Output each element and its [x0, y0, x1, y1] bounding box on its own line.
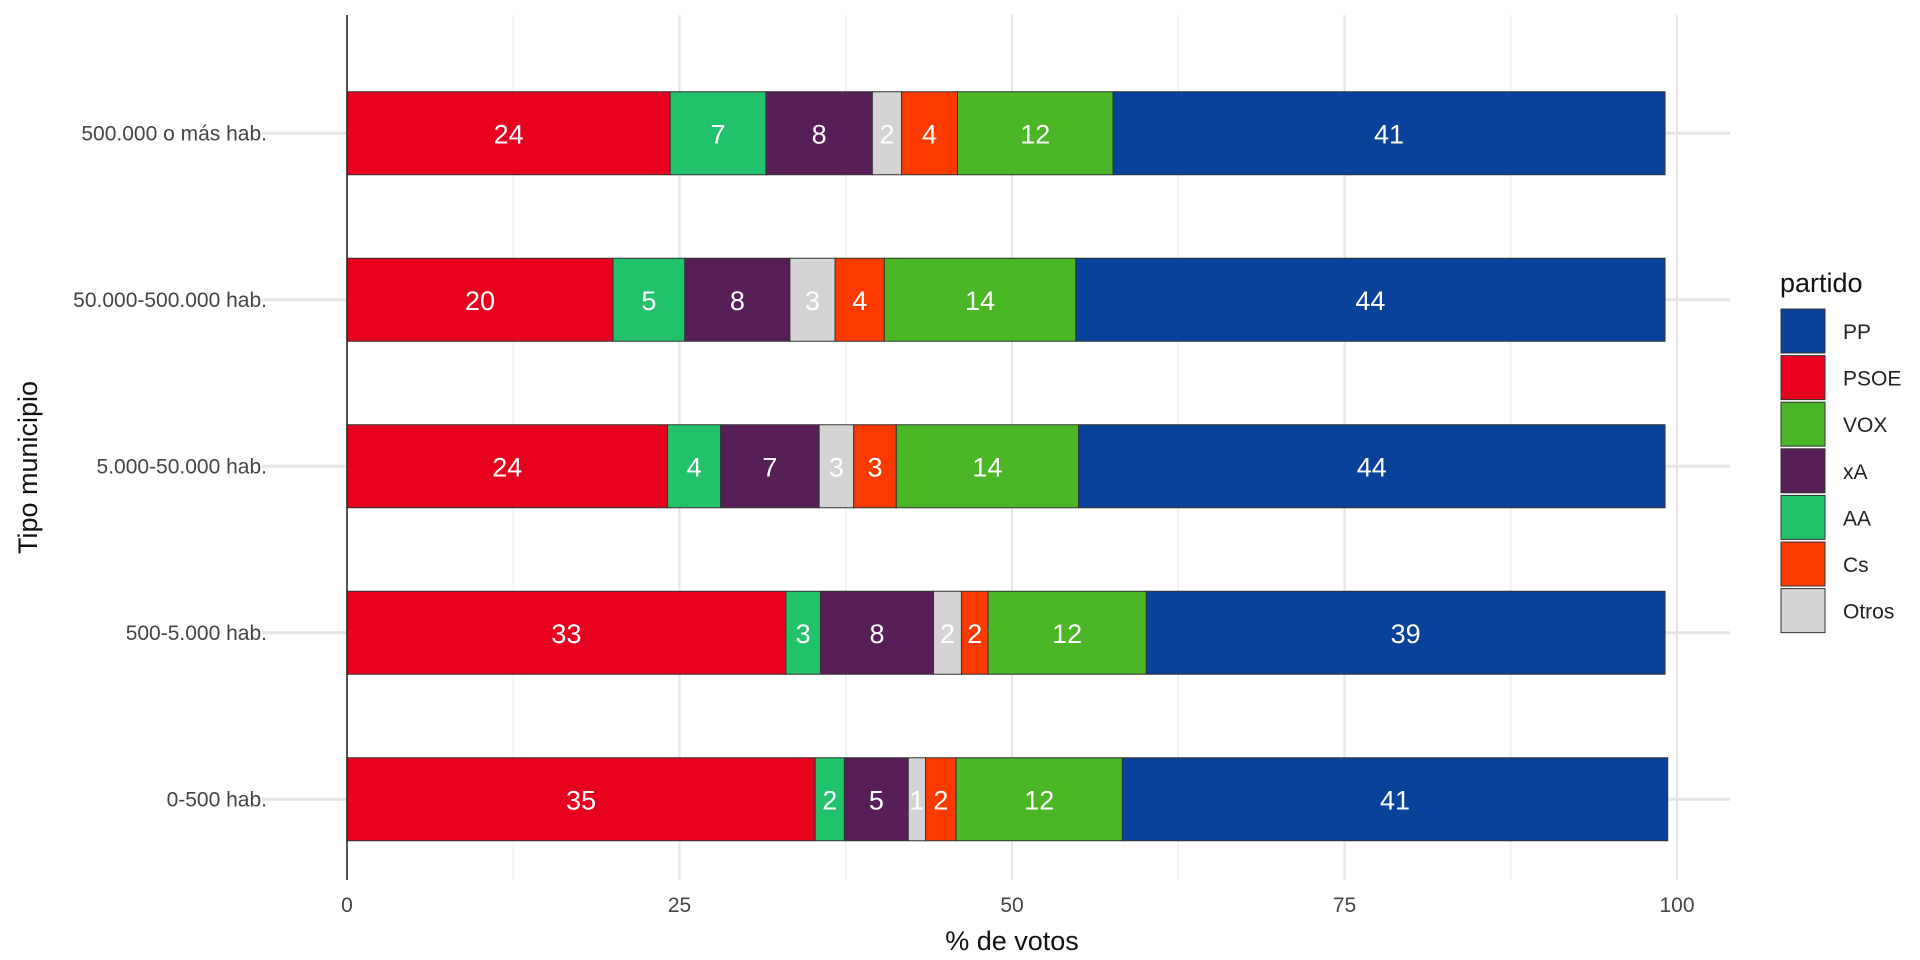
data-label-pp: 39	[1391, 619, 1421, 649]
bar-segment-xa	[819, 590, 935, 675]
bar-segments	[346, 91, 1669, 842]
legend: partido PP PSOE VOX xA AA Cs Otros	[1780, 268, 1901, 634]
data-label-cs: 4	[922, 119, 937, 149]
data-label-xa: 8	[812, 119, 827, 149]
data-label-psoe: 35	[566, 785, 596, 815]
x-axis-title: % de votos	[945, 926, 1079, 956]
bar-segment-pp	[1075, 257, 1666, 342]
y-axis-title: Tipo municipio	[13, 381, 43, 554]
data-label-pp: 41	[1380, 785, 1410, 815]
y-tick-label: 0-500 hab.	[167, 788, 267, 811]
bar-segment-vox	[883, 257, 1077, 342]
x-tick-label: 50	[1000, 894, 1023, 917]
bar-segment-otros	[818, 424, 855, 509]
data-label-xa: 8	[869, 619, 884, 649]
y-tick-label: 500-5.000 hab.	[126, 622, 267, 645]
bar-segment-cs	[834, 257, 885, 342]
bar-segment-vox	[895, 424, 1079, 509]
bar-segment-xa	[720, 424, 820, 509]
y-tick-label: 500.000 o más hab.	[81, 122, 267, 145]
x-tick-label: 100	[1659, 894, 1694, 917]
data-label-otros: 2	[940, 619, 955, 649]
bar-segment-psoe	[346, 590, 787, 675]
bar-segment-cs	[960, 590, 989, 675]
legend-swatch-psoe	[1780, 355, 1826, 401]
y-tick-label: 50.000-500.000 hab.	[73, 289, 267, 312]
bar-segment-otros	[933, 590, 962, 675]
bar-segment-vox	[987, 590, 1147, 675]
legend-swatch-vox	[1780, 401, 1826, 447]
bar-segment-otros	[789, 257, 836, 342]
bar-segment-pp	[1145, 590, 1666, 675]
bar-segment-xa	[843, 757, 909, 842]
legend-swatch-aa	[1780, 494, 1826, 540]
data-label-otros: 3	[829, 452, 844, 482]
data-label-otros: 2	[879, 119, 894, 149]
legend-label-cs: Cs	[1843, 554, 1869, 577]
bar-segment-aa	[612, 257, 686, 342]
legend-label-otros: Otros	[1843, 601, 1894, 624]
legend-swatch-cs	[1780, 541, 1826, 587]
bar-segment-psoe	[346, 257, 614, 342]
bar-segment-vox	[955, 757, 1123, 842]
legend-label-vox: VOX	[1843, 414, 1887, 437]
data-label-aa: 5	[641, 286, 656, 316]
legend-label-xa: xA	[1843, 461, 1868, 484]
bar-segment-aa	[785, 590, 821, 675]
data-label-xa: 5	[869, 785, 884, 815]
data-label-psoe: 24	[492, 452, 522, 482]
legend-title: partido	[1780, 268, 1863, 298]
data-label-cs: 4	[852, 286, 867, 316]
bar-segment-pp	[1078, 424, 1666, 509]
legend-label-pp: PP	[1843, 321, 1871, 344]
x-tick-label: 25	[668, 894, 691, 917]
data-label-vox: 12	[1020, 119, 1050, 149]
bar-segment-xa	[765, 91, 873, 176]
data-label-psoe: 20	[465, 286, 495, 316]
legend-swatch-otros	[1780, 588, 1826, 634]
bar-segment-psoe	[346, 424, 669, 509]
legend-label-psoe: PSOE	[1843, 368, 1901, 391]
data-label-cs: 2	[967, 619, 982, 649]
data-label-aa: 2	[822, 785, 837, 815]
data-label-vox: 12	[1024, 785, 1054, 815]
data-label-otros: 1	[909, 785, 924, 815]
data-label-pp: 44	[1355, 286, 1385, 316]
y-axis-ticks: 500.000 o más hab. 50.000-500.000 hab. 5.0…	[73, 122, 267, 811]
data-label-pp: 44	[1357, 452, 1387, 482]
y-tick-label: 5.000-50.000 hab.	[97, 455, 267, 478]
data-label-cs: 2	[933, 785, 948, 815]
legend-swatch-pp	[1780, 308, 1826, 354]
data-label-cs: 3	[867, 452, 882, 482]
data-label-pp: 41	[1374, 119, 1404, 149]
bar-segment-pp	[1121, 757, 1669, 842]
data-label-psoe: 24	[494, 119, 524, 149]
x-axis-ticks: 0 25 50 75 100	[341, 894, 1694, 917]
legend-swatch-xa	[1780, 448, 1826, 494]
bar-segment-aa	[814, 757, 845, 842]
data-label-aa: 4	[687, 452, 702, 482]
x-tick-label: 0	[341, 894, 353, 917]
data-label-xa: 8	[730, 286, 745, 316]
bar-segment-pp	[1112, 91, 1666, 176]
data-label-vox: 14	[972, 452, 1002, 482]
data-label-vox: 14	[965, 286, 995, 316]
bar-segment-xa	[684, 257, 791, 342]
data-label-otros: 3	[805, 286, 820, 316]
data-label-xa: 7	[762, 452, 777, 482]
x-tick-label: 75	[1333, 894, 1356, 917]
legend-label-aa: AA	[1843, 507, 1871, 530]
bar-segment-vox	[956, 91, 1114, 176]
bar-segment-cs	[925, 757, 957, 842]
bar-segment-aa	[667, 424, 722, 509]
data-label-aa: 7	[711, 119, 726, 149]
data-label-psoe: 33	[551, 619, 581, 649]
data-label-aa: 3	[796, 619, 811, 649]
data-label-vox: 12	[1052, 619, 1082, 649]
